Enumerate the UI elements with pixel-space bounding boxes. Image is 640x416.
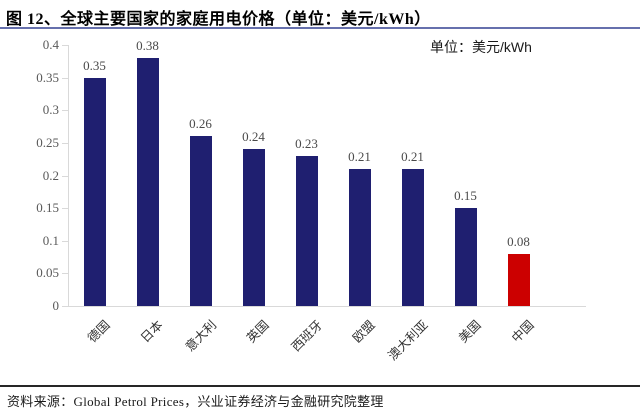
x-axis-category-label: 日本 xyxy=(138,317,167,346)
x-axis-category-label: 英国 xyxy=(244,317,273,346)
y-axis-tick xyxy=(62,110,68,112)
x-axis-category-label: 中国 xyxy=(509,317,538,346)
bar-value-label: 0.21 xyxy=(401,149,424,164)
y-axis-tick xyxy=(62,77,68,79)
y-axis-tick-label: 0.3 xyxy=(42,102,59,118)
bar-value-label: 0.21 xyxy=(348,149,371,164)
source-note: 资料来源：Global Petrol Prices，兴业证券经济与金融研究院整理 xyxy=(7,394,384,409)
y-axis-tick-label: 0.2 xyxy=(42,167,59,183)
bar-value-label: 0.15 xyxy=(454,188,477,203)
y-axis-tick-label: 0.25 xyxy=(36,134,59,150)
x-axis-category-label: 欧盟 xyxy=(350,317,379,346)
y-axis-tick xyxy=(62,273,68,275)
unit-legend: 单位：美元/kWh xyxy=(430,39,532,55)
x-axis-category-label: 西班牙 xyxy=(288,317,326,355)
bar-value-label: 0.35 xyxy=(83,58,106,73)
x-axis-category-label: 澳大利亚 xyxy=(385,317,432,364)
y-axis-line xyxy=(68,45,69,306)
x-axis-category-label: 意大利 xyxy=(182,317,220,355)
y-axis-tick-label: 0.4 xyxy=(42,37,59,52)
y-axis-tick xyxy=(62,142,68,144)
chart-bar xyxy=(295,156,318,306)
bar-value-label: 0.38 xyxy=(136,38,159,53)
y-axis-tick-label: 0.15 xyxy=(36,200,59,216)
chart-bar xyxy=(401,169,424,306)
chart-bar xyxy=(242,149,265,306)
title-underline xyxy=(0,27,640,29)
y-axis-tick-label: 0 xyxy=(52,298,60,313)
x-axis-category-label: 美国 xyxy=(456,317,485,346)
y-axis-tick-label: 0.05 xyxy=(36,265,59,281)
chart-bar xyxy=(507,254,530,306)
y-axis-tick xyxy=(62,306,68,307)
y-axis-tick xyxy=(62,45,68,46)
y-axis-tick-label: 0.35 xyxy=(36,69,59,85)
chart-bar xyxy=(454,208,477,306)
y-axis-tick xyxy=(62,208,68,210)
x-axis-category-label: 德国 xyxy=(85,317,114,346)
chart-bar xyxy=(83,78,106,306)
figure-title: 图 12、全球主要国家的家庭用电价格（单位：美元/kWh） xyxy=(6,11,431,28)
bar-value-label: 0.23 xyxy=(295,136,318,151)
bar-value-label: 0.24 xyxy=(242,129,265,144)
footer-divider xyxy=(0,385,640,387)
y-axis-tick xyxy=(62,240,68,242)
y-axis-tick-label: 0.1 xyxy=(42,232,59,248)
x-axis-line xyxy=(68,306,586,307)
chart-bar xyxy=(189,136,212,306)
y-axis-tick xyxy=(62,175,68,177)
chart-bar xyxy=(136,58,159,306)
chart-bar xyxy=(348,169,371,306)
bar-value-label: 0.26 xyxy=(189,116,212,131)
bar-value-label: 0.08 xyxy=(507,234,530,249)
